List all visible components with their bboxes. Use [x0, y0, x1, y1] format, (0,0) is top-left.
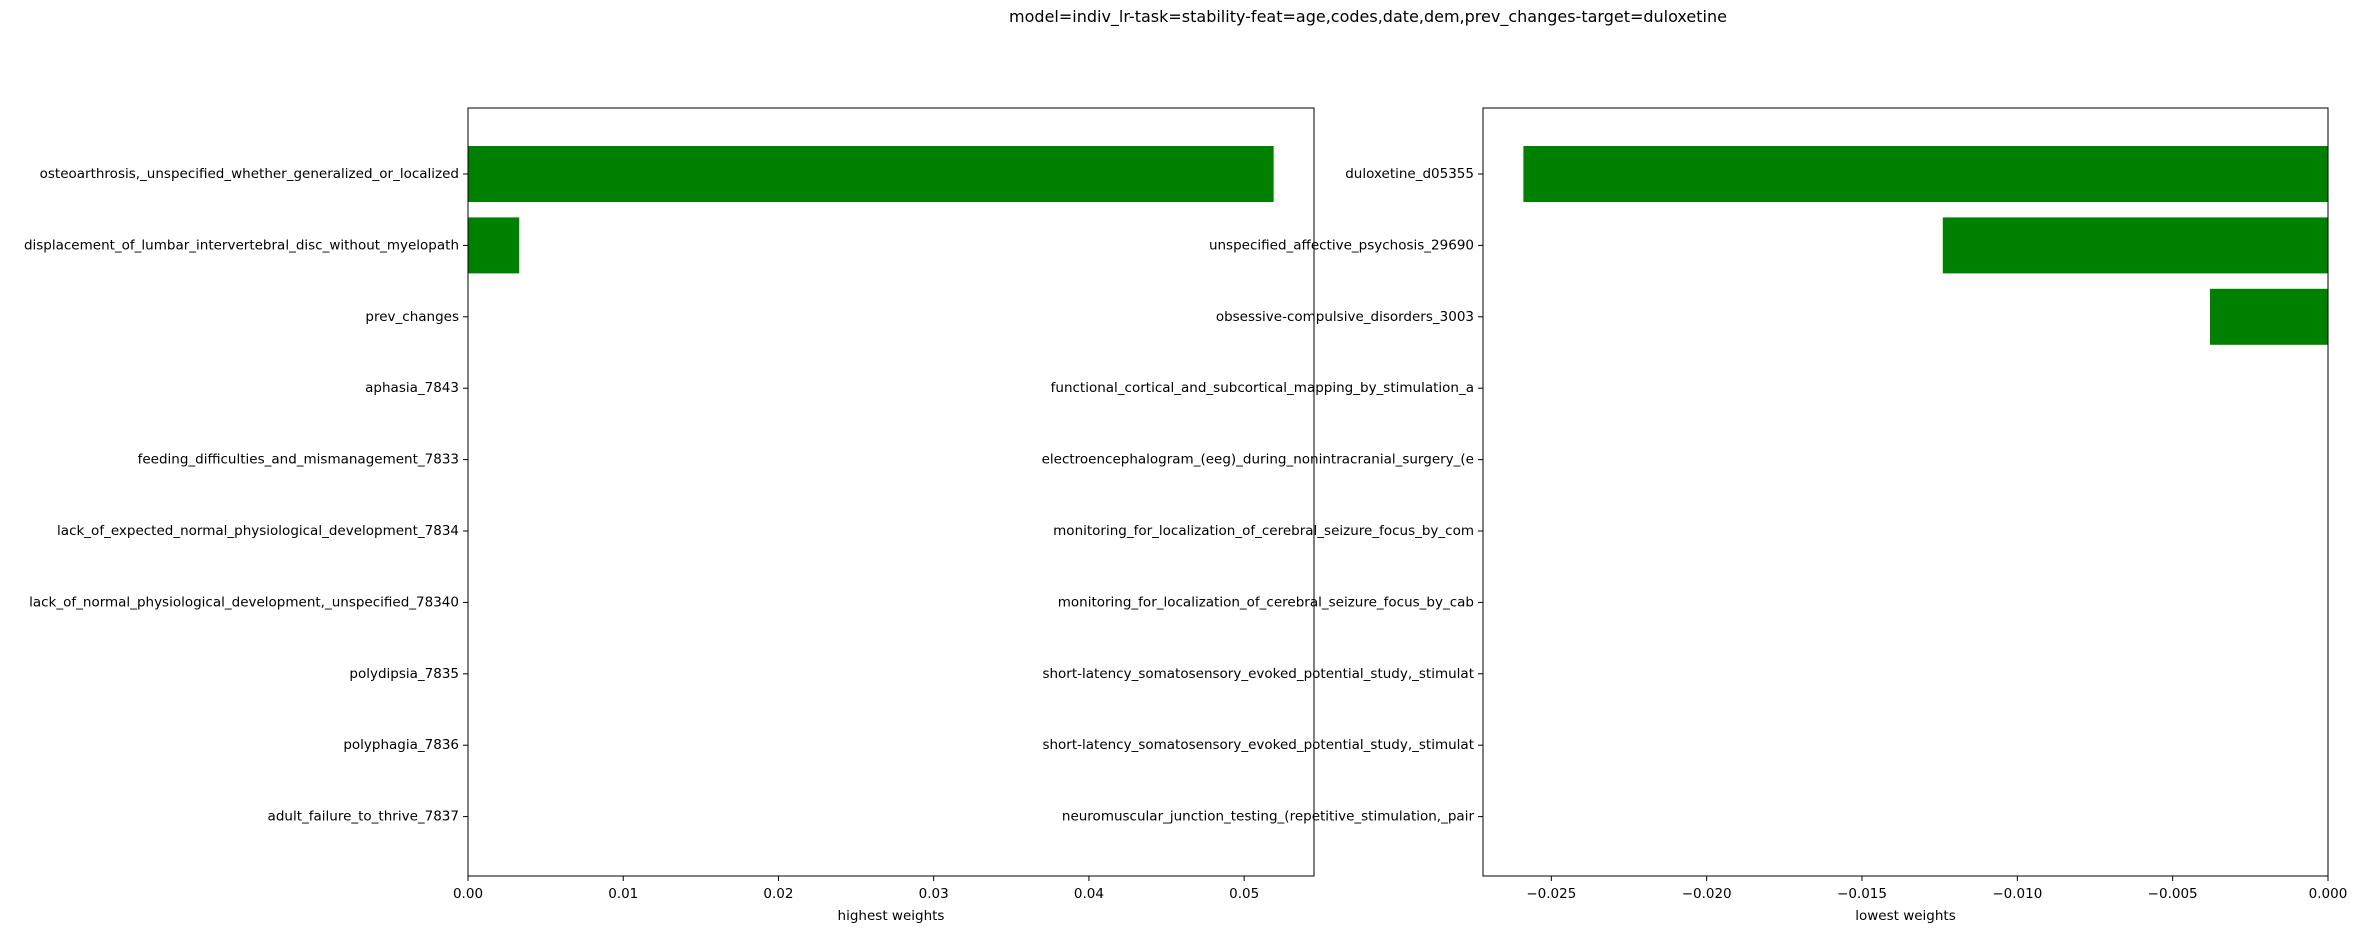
- axes-frame: [1482, 107, 2329, 877]
- x-tick-label: −0.025: [1526, 886, 1576, 902]
- x-tick-label: 0.05: [1229, 886, 1259, 902]
- x-tick-label: 0.01: [608, 886, 638, 902]
- x-axis-title: highest weights: [838, 908, 945, 924]
- bar: [468, 146, 1274, 202]
- y-tick-label: monitoring_for_localization_of_cerebral_…: [1058, 594, 1474, 610]
- y-tick-label: electroencephalogram_(eeg)_during_nonint…: [1042, 452, 1474, 468]
- y-tick-label: monitoring_for_localization_of_cerebral_…: [1053, 523, 1474, 539]
- y-tick-label: aphasia_7843: [365, 380, 459, 396]
- y-tick-label: displacement_of_lumbar_intervertebral_di…: [24, 237, 459, 253]
- bar: [2209, 288, 2328, 345]
- y-tick-label: feeding_difficulties_and_mismanagement_7…: [138, 452, 459, 468]
- y-tick-label: polydipsia_7835: [349, 666, 459, 682]
- x-tick-label: −0.020: [1682, 886, 1732, 902]
- y-tick-label: duloxetine_d05355: [1345, 166, 1474, 182]
- x-tick-label: 0.04: [1074, 886, 1104, 902]
- y-tick-label: lack_of_normal_physiological_development…: [29, 594, 459, 610]
- y-tick-label: adult_failure_to_thrive_7837: [268, 809, 459, 825]
- y-tick-label: lack_of_expected_normal_physiological_de…: [57, 523, 459, 539]
- y-tick-label: unspecified_affective_psychosis_29690: [1209, 237, 1474, 253]
- x-tick-label: −0.015: [1837, 886, 1887, 902]
- y-tick-label: osteoarthrosis,_unspecified_whether_gene…: [40, 166, 459, 182]
- x-tick-label: −0.010: [1992, 886, 2042, 902]
- axes-frame: [467, 107, 1315, 877]
- bar: [1523, 146, 2328, 202]
- x-tick-label: 0.03: [919, 886, 949, 902]
- bar: [468, 217, 520, 274]
- x-tick-label: 0.02: [763, 886, 793, 902]
- y-tick-label: polyphagia_7836: [343, 737, 459, 753]
- x-tick-label: 0.000: [2309, 886, 2348, 902]
- bar: [1942, 217, 2328, 274]
- y-tick-label: short-latency_somatosensory_evoked_poten…: [1042, 737, 1474, 753]
- figure-title: model=indiv_lr-task=stability-feat=age,c…: [1009, 7, 1727, 27]
- x-axis-title: lowest weights: [1855, 908, 1956, 924]
- x-tick-label: −0.005: [2148, 886, 2198, 902]
- y-tick-label: prev_changes: [365, 309, 459, 325]
- y-tick-label: short-latency_somatosensory_evoked_poten…: [1042, 666, 1474, 682]
- x-tick-label: 0.00: [453, 886, 483, 902]
- y-tick-label: obsessive-compulsive_disorders_3003: [1216, 309, 1474, 325]
- highest-weights-panel: osteoarthrosis,_unspecified_whether_gene…: [24, 107, 1315, 924]
- lowest-weights-panel: duloxetine_d05355 unspecified_affective_p…: [1042, 107, 2348, 924]
- y-tick-label: functional_cortical_and_subcortical_mapp…: [1051, 380, 1474, 396]
- y-tick-label: neuromuscular_junction_testing_(repetiti…: [1062, 809, 1475, 825]
